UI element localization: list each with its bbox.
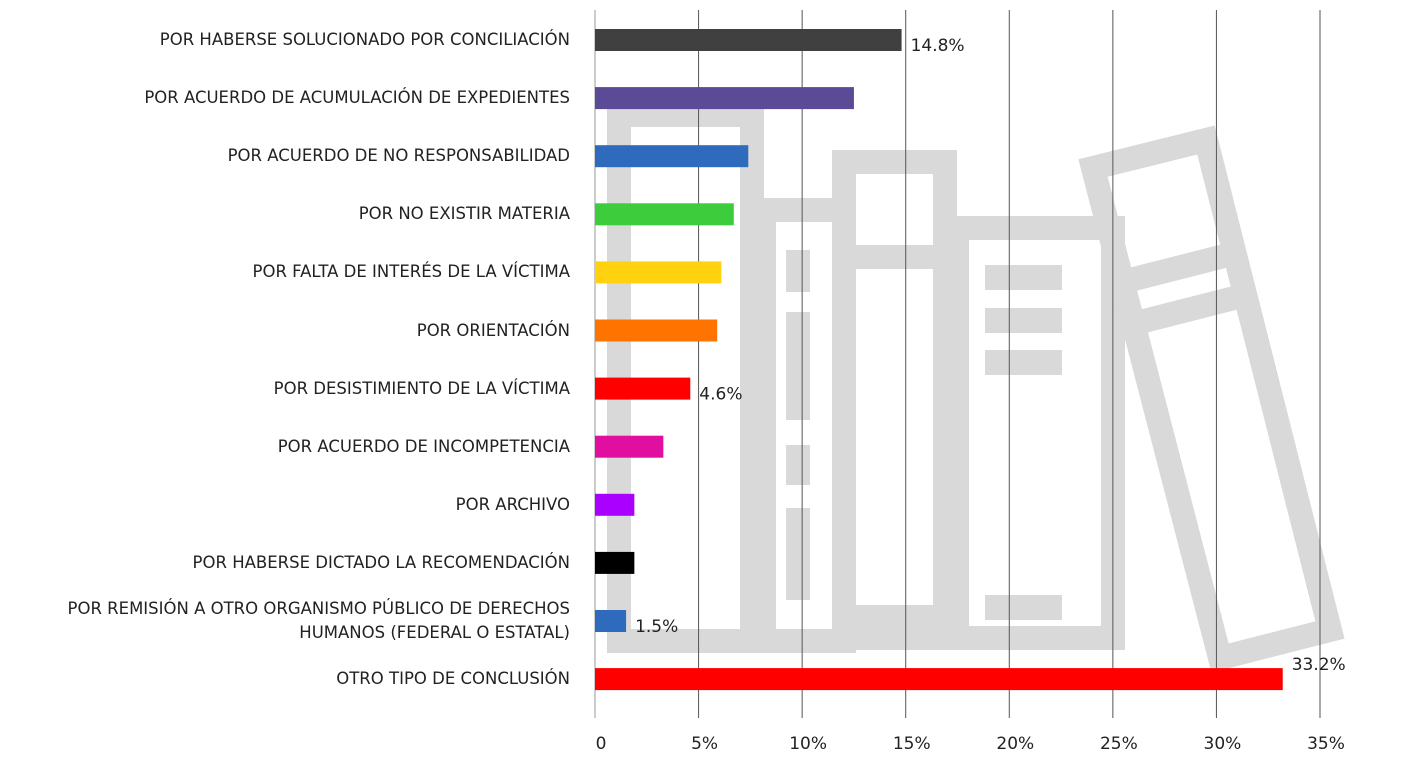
category-label: POR NO EXISTIR MATERIA (359, 202, 570, 226)
x-tick-label: 20% (996, 734, 1034, 754)
category-label: POR HABERSE SOLUCIONADO POR CONCILIACIÓN (160, 28, 570, 52)
category-label: POR ORIENTACIÓN (417, 319, 570, 343)
bar (595, 668, 1283, 690)
bar (595, 436, 663, 458)
category-label: POR DESISTIMIENTO DE LA VÍCTIMA (274, 377, 570, 401)
category-label: POR HABERSE DICTADO LA RECOMENDACIÓN (193, 551, 570, 575)
category-label: POR ACUERDO DE INCOMPETENCIA (278, 435, 570, 459)
value-label: 14.8% (911, 36, 965, 56)
x-tick-label: 30% (1204, 734, 1242, 754)
category-label: OTRO TIPO DE CONCLUSIÓN (336, 667, 570, 691)
category-label: POR ARCHIVO (456, 493, 570, 517)
category-label: POR REMISIÓN A OTRO ORGANISMO PÚBLICO DE… (68, 597, 570, 645)
x-tick-label: 15% (893, 734, 931, 754)
bar (595, 261, 721, 283)
category-label: POR ACUERDO DE NO RESPONSABILIDAD (228, 144, 570, 168)
bar (595, 552, 634, 574)
value-label: 4.6% (699, 385, 742, 405)
category-label: POR FALTA DE INTERÉS DE LA VÍCTIMA (253, 260, 570, 284)
value-label: 1.5% (635, 617, 678, 637)
x-tick-label: 5% (691, 734, 718, 754)
value-label: 33.2% (1292, 655, 1346, 675)
x-tick-label: 35% (1307, 734, 1345, 754)
bar (595, 29, 902, 51)
bar (595, 145, 748, 167)
bar (595, 320, 717, 342)
bar (595, 378, 690, 400)
bar (595, 610, 626, 632)
category-label: POR ACUERDO DE ACUMULACIÓN DE EXPEDIENTE… (144, 86, 570, 110)
bar (595, 494, 634, 516)
x-tick-label: 10% (789, 734, 827, 754)
bar (595, 203, 734, 225)
bar (595, 87, 854, 109)
x-tick-label: 25% (1100, 734, 1138, 754)
x-tick-label: 0 (596, 734, 607, 754)
chart: 05%10%15%20%25%30%35%14.8%4.6%1.5%33.2% … (0, 0, 1405, 757)
